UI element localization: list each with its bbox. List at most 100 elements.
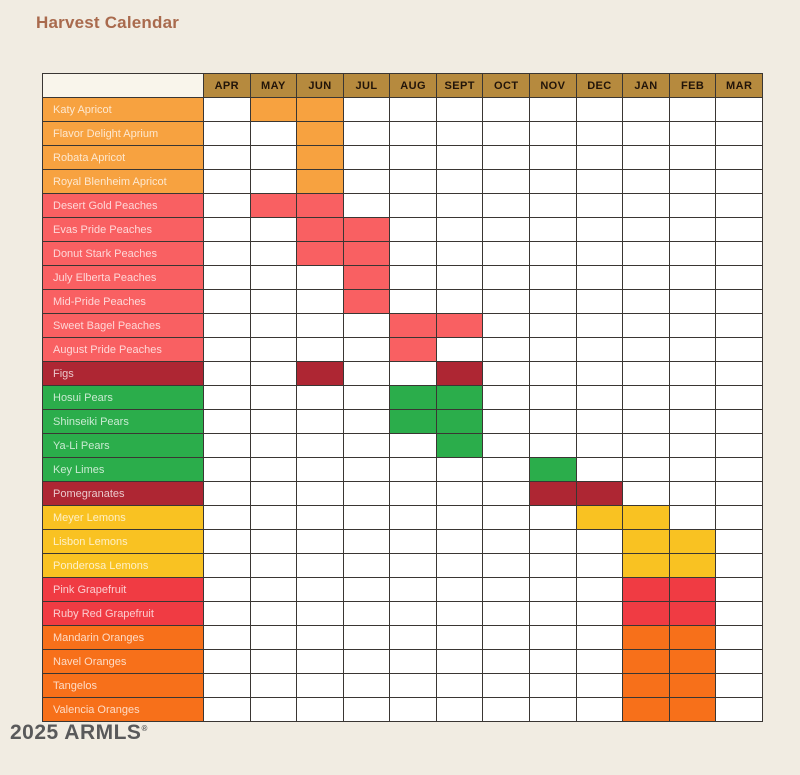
harvest-cell-jan — [622, 385, 670, 410]
watermark-text: 2025 ARMLS — [10, 721, 142, 744]
harvest-cell-jul — [342, 241, 391, 266]
harvest-cell-sept — [435, 433, 484, 458]
harvest-cell-dec — [575, 121, 624, 146]
harvest-cell-jun — [296, 121, 344, 146]
table-row: Pink Grapefruit — [42, 577, 763, 602]
harvest-cell-sept — [435, 193, 484, 218]
harvest-cell-feb — [668, 505, 717, 530]
harvest-cell-nov — [529, 553, 577, 578]
harvest-cell-oct — [482, 505, 531, 530]
harvest-cell-nov — [529, 121, 577, 146]
row-label: Ruby Red Grapefruit — [42, 601, 204, 626]
harvest-cell-dec — [575, 289, 624, 314]
table-row: Evas Pride Peaches — [42, 217, 763, 242]
harvest-cell-aug — [389, 241, 437, 266]
harvest-cell-feb — [668, 625, 717, 650]
month-header-mar: MAR — [715, 73, 763, 98]
harvest-cell-oct — [482, 433, 531, 458]
harvest-cell-may — [249, 577, 298, 602]
harvest-cell-nov — [529, 361, 577, 386]
harvest-cell-jun — [296, 577, 344, 602]
harvest-cell-may — [249, 649, 298, 674]
harvest-cell-aug — [389, 553, 437, 578]
month-header-jul: JUL — [342, 73, 391, 98]
harvest-cell-mar — [715, 193, 763, 218]
harvest-cell-apr — [203, 529, 251, 554]
harvest-cell-jun — [296, 601, 344, 626]
harvest-cell-dec — [575, 217, 624, 242]
harvest-cell-nov — [529, 145, 577, 170]
harvest-cell-feb — [668, 577, 717, 602]
row-label: Robata Apricot — [42, 145, 204, 170]
harvest-cell-dec — [575, 265, 624, 290]
row-label: Sweet Bagel Peaches — [42, 313, 204, 338]
harvest-cell-jul — [342, 145, 391, 170]
harvest-cell-may — [249, 217, 298, 242]
harvest-cell-oct — [482, 313, 531, 338]
harvest-cell-mar — [715, 649, 763, 674]
month-header-feb: FEB — [668, 73, 717, 98]
row-label: Meyer Lemons — [42, 505, 204, 530]
harvest-cell-jan — [622, 193, 670, 218]
harvest-cell-jul — [342, 697, 391, 722]
table-row: Pomegranates — [42, 481, 763, 506]
harvest-cell-aug — [389, 433, 437, 458]
harvest-cell-aug — [389, 625, 437, 650]
harvest-cell-may — [249, 457, 298, 482]
harvest-cell-jul — [342, 97, 391, 122]
harvest-cell-jan — [622, 433, 670, 458]
harvest-cell-apr — [203, 193, 251, 218]
table-row: Figs — [42, 361, 763, 386]
harvest-cell-dec — [575, 361, 624, 386]
harvest-cell-feb — [668, 97, 717, 122]
harvest-cell-aug — [389, 577, 437, 602]
harvest-cell-mar — [715, 145, 763, 170]
harvest-cell-feb — [668, 241, 717, 266]
harvest-cell-nov — [529, 385, 577, 410]
harvest-cell-sept — [435, 457, 484, 482]
harvest-cell-sept — [435, 217, 484, 242]
month-header-row: APR MAY JUN JUL AUG SEPT OCT NOV DEC JAN FEB MAR — [42, 73, 763, 98]
harvest-cell-nov — [529, 433, 577, 458]
month-header-jun: JUN — [296, 73, 344, 98]
harvest-cell-mar — [715, 121, 763, 146]
harvest-cell-feb — [668, 457, 717, 482]
harvest-cell-feb — [668, 409, 717, 434]
harvest-cell-jan — [622, 217, 670, 242]
harvest-cell-nov — [529, 697, 577, 722]
harvest-cell-nov — [529, 289, 577, 314]
harvest-cell-jun — [296, 625, 344, 650]
harvest-cell-feb — [668, 289, 717, 314]
harvest-cell-may — [249, 433, 298, 458]
harvest-cell-aug — [389, 193, 437, 218]
harvest-cell-mar — [715, 577, 763, 602]
corner-cell — [42, 73, 204, 98]
month-header-nov: NOV — [529, 73, 577, 98]
harvest-cell-feb — [668, 145, 717, 170]
harvest-cell-oct — [482, 241, 531, 266]
harvest-cell-oct — [482, 289, 531, 314]
row-label: Evas Pride Peaches — [42, 217, 204, 242]
harvest-cell-jun — [296, 457, 344, 482]
harvest-cell-sept — [435, 313, 484, 338]
harvest-cell-mar — [715, 601, 763, 626]
harvest-cell-dec — [575, 697, 624, 722]
harvest-cell-oct — [482, 601, 531, 626]
harvest-cell-oct — [482, 361, 531, 386]
harvest-cell-apr — [203, 577, 251, 602]
harvest-cell-feb — [668, 169, 717, 194]
harvest-cell-aug — [389, 289, 437, 314]
harvest-cell-jun — [296, 361, 344, 386]
harvest-cell-oct — [482, 121, 531, 146]
harvest-cell-mar — [715, 457, 763, 482]
harvest-cell-mar — [715, 265, 763, 290]
harvest-cell-sept — [435, 265, 484, 290]
harvest-cell-apr — [203, 505, 251, 530]
harvest-cell-jun — [296, 145, 344, 170]
harvest-cell-feb — [668, 529, 717, 554]
harvest-cell-jul — [342, 625, 391, 650]
row-label: Royal Blenheim Apricot — [42, 169, 204, 194]
harvest-cell-jul — [342, 193, 391, 218]
harvest-cell-dec — [575, 97, 624, 122]
row-label: Mid-Pride Peaches — [42, 289, 204, 314]
